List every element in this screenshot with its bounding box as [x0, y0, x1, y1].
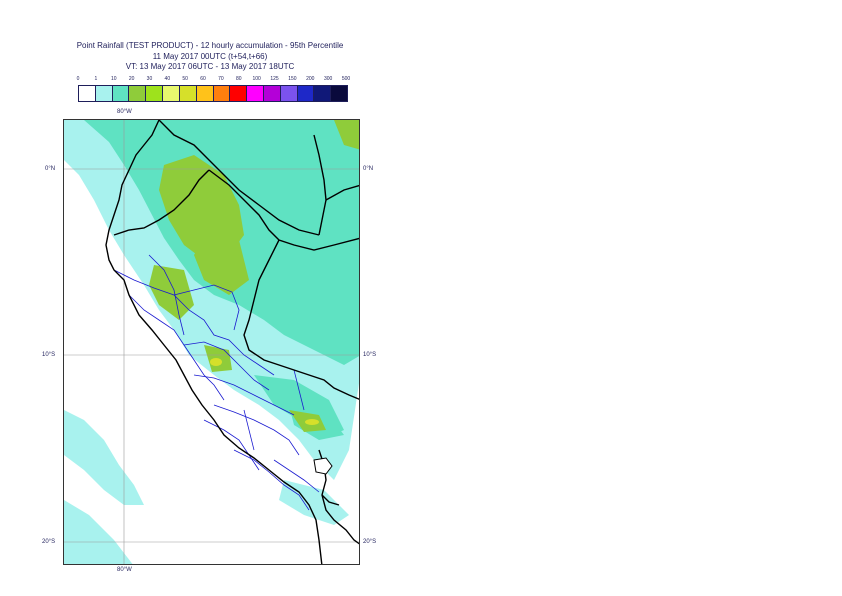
legend-tick-label: 125: [270, 76, 279, 82]
legend-tick-label: 70: [218, 76, 224, 82]
legend-tick-label: 1: [94, 76, 98, 82]
legend-tick-label: 500: [341, 76, 351, 82]
legend-tick-label: 50: [182, 76, 188, 82]
base-time-title: 11 May 2017 00UTC (t+54,t+66): [152, 51, 268, 61]
legend-swatch: [280, 86, 298, 101]
legend-tick-label: 30: [146, 76, 153, 82]
legend-color-bar: [78, 85, 348, 102]
legend-swatch: [213, 86, 231, 101]
legend-tick-label: 10: [110, 76, 117, 82]
region-boundaries: [113, 254, 320, 511]
lat-label-10s-right: 10°S: [363, 352, 377, 358]
legend-tick-label: 60: [200, 76, 206, 82]
legend-swatch: [179, 86, 197, 101]
legend-swatch: [331, 86, 347, 101]
legend-tick-label: 200: [306, 76, 315, 82]
legend-tick-label: 40: [164, 76, 171, 82]
legend-swatch: [112, 86, 130, 101]
legend-tick-label: 20: [128, 76, 135, 82]
top-longitude-label: 80°W: [117, 109, 132, 115]
legend-swatch: [230, 86, 248, 101]
lat-label-0-right: 0°N: [363, 166, 374, 172]
legend-swatch: [314, 86, 332, 101]
legend-tick-label: 80: [236, 76, 242, 82]
legend-swatch: [129, 86, 147, 101]
country-borders: [105, 120, 359, 564]
rainfall-map[interactable]: [63, 119, 360, 565]
legend-swatch: [146, 86, 164, 101]
legend-swatch: [79, 86, 96, 101]
lat-label-10s-left: 10°S: [42, 352, 56, 358]
legend-swatch: [297, 86, 315, 101]
map-title-block: Point Rainfall (TEST PRODUCT) - 12 hourl…: [40, 41, 380, 73]
map-canvas: [64, 120, 359, 564]
lat-label-20s-left: 20°S: [42, 539, 56, 545]
product-title: Point Rainfall (TEST PRODUCT) - 12 hourl…: [76, 41, 344, 50]
rainfall-high-layer: [149, 120, 359, 432]
legend-swatch: [247, 86, 264, 101]
legend-tick-label: 300: [323, 76, 333, 82]
legend-tick-label: 0: [76, 76, 80, 82]
rainfall-peak-layer: [210, 358, 319, 425]
legend-tick-label: 100: [252, 76, 261, 82]
legend-tick-labels: 0 1 10 20 30 40 50 60 70 80 100 125 150 200 300 500: [76, 76, 356, 84]
legend-swatch: [163, 86, 180, 101]
bottom-longitude-label: 80°W: [117, 567, 132, 573]
lat-label-0-left: 0°N: [45, 166, 56, 172]
legend-tick-label: 150: [288, 76, 297, 82]
lat-label-20s-right: 20°S: [363, 539, 377, 545]
legend-swatch: [263, 86, 281, 101]
legend-swatch: [95, 86, 113, 101]
lake-titicaca: [313, 457, 333, 475]
rainfall-legend: 0 1 10 20 30 40 50 60 70 80 100 125 150 200 300 500: [76, 76, 356, 102]
map-graticule: [64, 120, 359, 564]
valid-time-title: VT: 13 May 2017 06UTC - 13 May 2017 18UT…: [125, 62, 295, 71]
legend-swatch: [196, 86, 214, 101]
